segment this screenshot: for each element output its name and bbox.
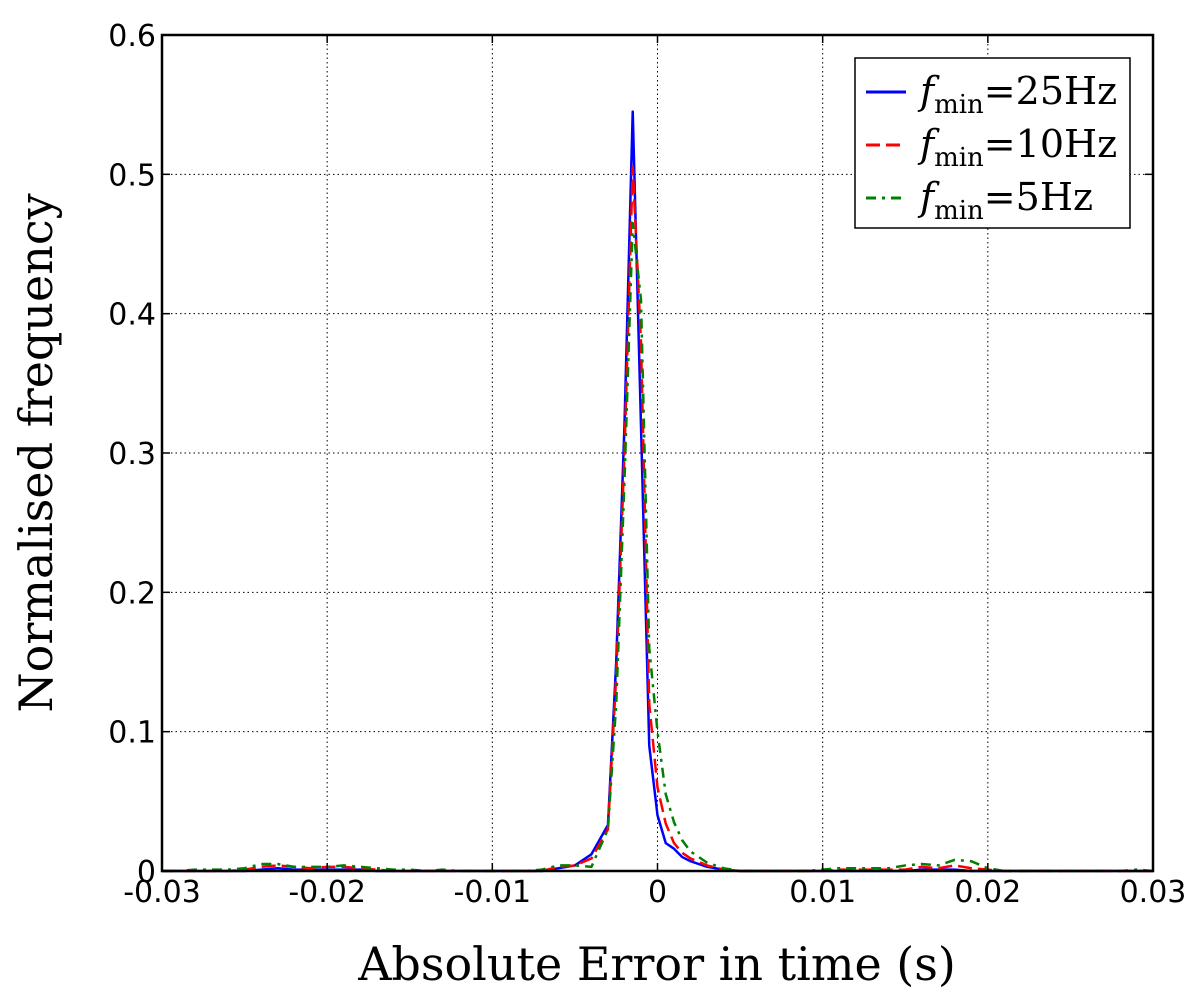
x-tick-label: 0	[648, 875, 667, 910]
series-line-5hz	[162, 221, 1154, 873]
ticks	[161, 34, 1154, 872]
tick-labels: -0.03 -0.02 -0.01 0 0.01 0.02 0.03 0 0.1 0.2 0.3 0.…	[108, 19, 1186, 910]
grid	[162, 35, 1153, 871]
y-axis-title: Normalised frequency	[9, 193, 63, 712]
y-tick-label: 0.6	[108, 19, 156, 54]
x-tick-label: 0.01	[789, 875, 856, 910]
legend-label: fmin=25Hz	[917, 69, 1117, 120]
x-tick-label: -0.03	[123, 875, 201, 910]
y-tick-label: 0	[137, 855, 156, 890]
legend-label: fmin=10Hz	[917, 122, 1117, 173]
y-tick-label: 0.2	[108, 576, 156, 611]
legend-box	[854, 57, 1131, 229]
y-tick-label: 0.3	[108, 437, 156, 472]
y-tick-label: 0.4	[108, 298, 156, 333]
x-tick-label: -0.01	[454, 875, 532, 910]
y-tick-label: 0.5	[108, 158, 156, 193]
x-tick-label: 0.02	[954, 875, 1021, 910]
y-tick-label: 0.1	[108, 716, 156, 751]
series-line-10hz	[162, 166, 1153, 873]
x-tick-label: 0.03	[1120, 875, 1187, 910]
x-tick-label: -0.02	[288, 875, 366, 910]
x-axis-title: Absolute Error in time (s)	[357, 937, 956, 991]
